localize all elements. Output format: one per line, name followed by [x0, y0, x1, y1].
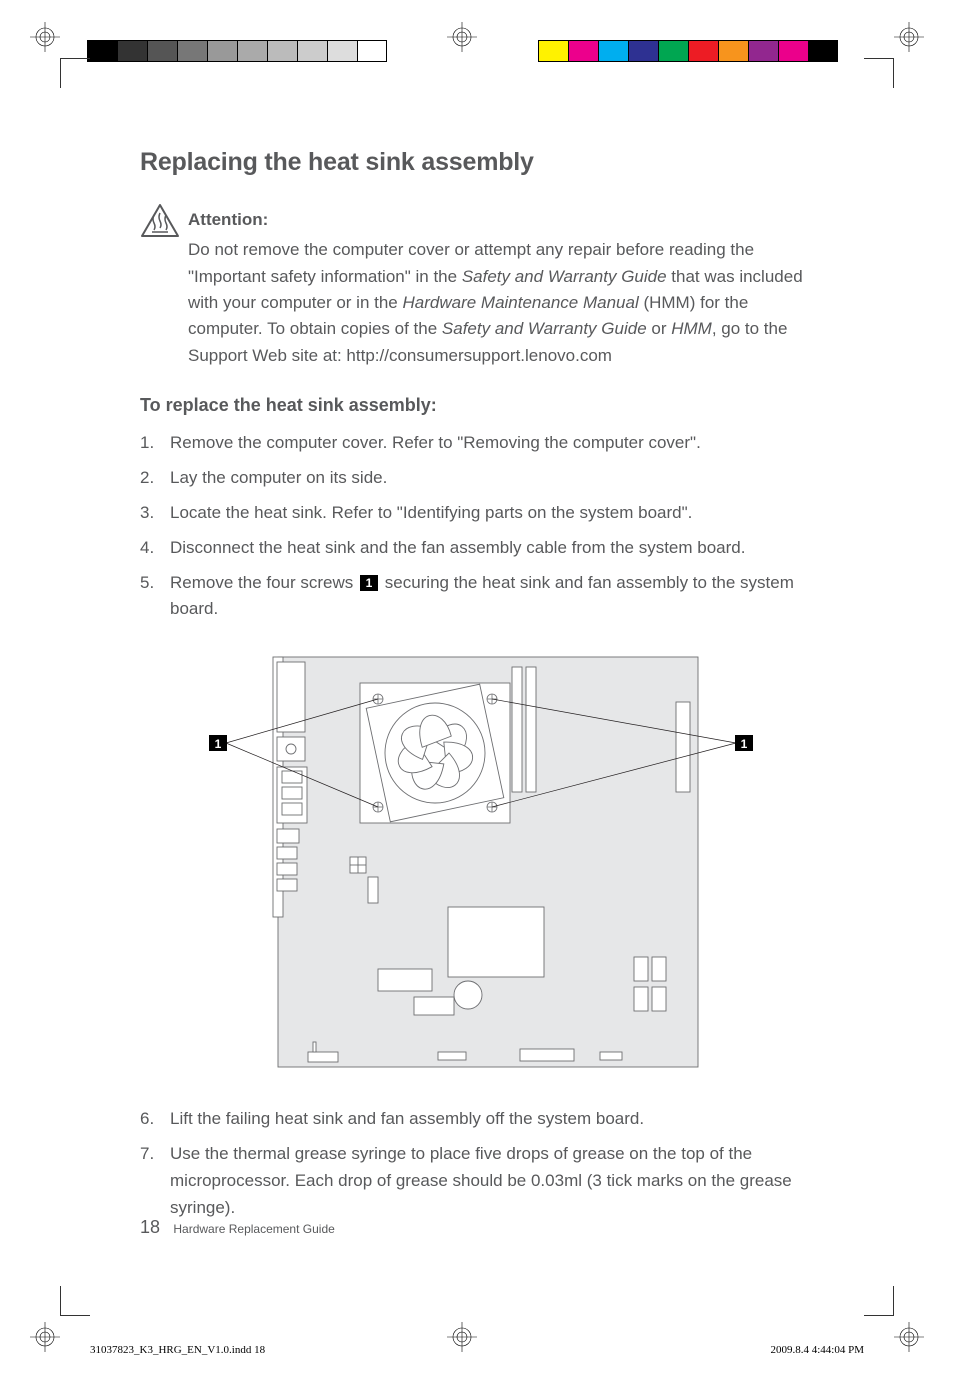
registration-mark-top [447, 22, 477, 52]
steps-list-continued: Lift the failing heat sink and fan assem… [140, 1106, 812, 1221]
page-number: 18 [140, 1217, 160, 1237]
imprint-file: 31037823_K3_HRG_EN_V1.0.indd 18 [90, 1344, 265, 1356]
crop-mark [864, 58, 894, 88]
registration-mark-bottom-right [894, 1322, 924, 1352]
steps-list: Remove the computer cover. Refer to "Rem… [140, 430, 812, 623]
crop-mark [60, 1286, 90, 1316]
figure-callout-left [209, 735, 227, 751]
steps-heading: To replace the heat sink assembly: [140, 395, 812, 416]
step-4: Disconnect the heat sink and the fan ass… [140, 535, 812, 562]
grayscale-swatches [87, 40, 387, 62]
color-swatches [538, 40, 838, 62]
step-5-pre: Remove the four screws [170, 573, 358, 592]
step-1: Remove the computer cover. Refer to "Rem… [140, 430, 812, 457]
attention-text: Attention: Do not remove the computer co… [188, 207, 812, 369]
page-title: Replacing the heat sink assembly [140, 148, 812, 177]
step-5: Remove the four screws 1 securing the he… [140, 570, 812, 624]
registration-mark-left [30, 22, 60, 52]
attention-label: Attention: [188, 207, 812, 233]
crop-mark [60, 58, 90, 88]
caution-hot-icon [140, 203, 180, 369]
step-3: Locate the heat sink. Refer to "Identify… [140, 500, 812, 527]
step-2: Lay the computer on its side. [140, 465, 812, 492]
page-footer: 18 Hardware Replacement Guide [140, 1217, 335, 1238]
footer-doc-title: Hardware Replacement Guide [173, 1222, 334, 1236]
motherboard-figure: 1 [178, 647, 812, 1082]
page-content: Replacing the heat sink assembly Attenti… [140, 148, 812, 1230]
attention-block: Attention: Do not remove the computer co… [140, 207, 812, 369]
figure-callout-right [735, 735, 753, 751]
imprint-timestamp: 2009.8.4 4:44:04 PM [770, 1344, 864, 1356]
callout-badge-1: 1 [360, 575, 378, 591]
crop-mark [864, 1286, 894, 1316]
registration-mark-right [894, 22, 924, 52]
step-7: Use the thermal grease syringe to place … [140, 1141, 812, 1222]
attention-body: Do not remove the computer cover or atte… [188, 240, 803, 364]
printer-marks [0, 15, 954, 61]
registration-mark-bottom-left [30, 1322, 60, 1352]
imprint-line: 31037823_K3_HRG_EN_V1.0.indd 18 2009.8.4… [90, 1344, 864, 1356]
step-6: Lift the failing heat sink and fan assem… [140, 1106, 812, 1133]
